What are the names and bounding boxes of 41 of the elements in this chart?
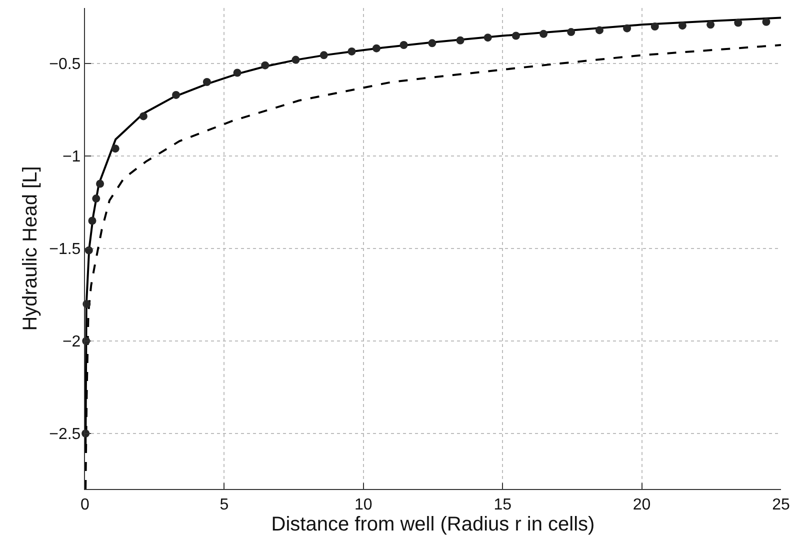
point bbox=[734, 18, 742, 27]
y-tick-label: −1.5 bbox=[49, 241, 81, 258]
y-tick-label: −1 bbox=[62, 148, 81, 166]
point bbox=[172, 90, 180, 99]
point bbox=[595, 26, 604, 34]
y-tick-label: −0.5 bbox=[49, 56, 81, 74]
y-axis-title: Hydraulic Head [L] bbox=[20, 166, 42, 331]
point bbox=[650, 22, 659, 30]
point bbox=[400, 41, 408, 49]
point bbox=[111, 144, 120, 153]
point bbox=[706, 20, 715, 29]
point bbox=[678, 22, 686, 30]
x-tick-label: 15 bbox=[494, 496, 512, 514]
point bbox=[456, 36, 464, 44]
point bbox=[372, 44, 380, 52]
point bbox=[88, 216, 96, 225]
point bbox=[762, 18, 770, 26]
x-tick-label: 25 bbox=[772, 496, 790, 514]
point bbox=[92, 194, 100, 203]
point bbox=[84, 246, 93, 254]
x-tick-label: 10 bbox=[354, 496, 372, 514]
x-axis-title: Distance from well (Radius r in cells) bbox=[271, 513, 595, 536]
point bbox=[484, 34, 492, 42]
point bbox=[540, 30, 548, 38]
point bbox=[348, 47, 356, 56]
y-tick-label: −2.5 bbox=[49, 426, 81, 444]
point bbox=[567, 28, 576, 36]
point bbox=[512, 32, 520, 40]
point bbox=[233, 68, 242, 77]
point bbox=[428, 39, 436, 48]
point bbox=[623, 24, 632, 32]
x-tick-label: 0 bbox=[80, 496, 90, 514]
point bbox=[320, 51, 328, 60]
y-tick-label: −2 bbox=[62, 334, 81, 351]
x-tick-label: 20 bbox=[632, 496, 651, 514]
x-tick-label: 5 bbox=[220, 496, 229, 514]
point bbox=[261, 61, 270, 70]
point bbox=[202, 78, 211, 86]
point bbox=[139, 112, 148, 120]
point bbox=[292, 56, 300, 64]
point bbox=[96, 180, 104, 188]
